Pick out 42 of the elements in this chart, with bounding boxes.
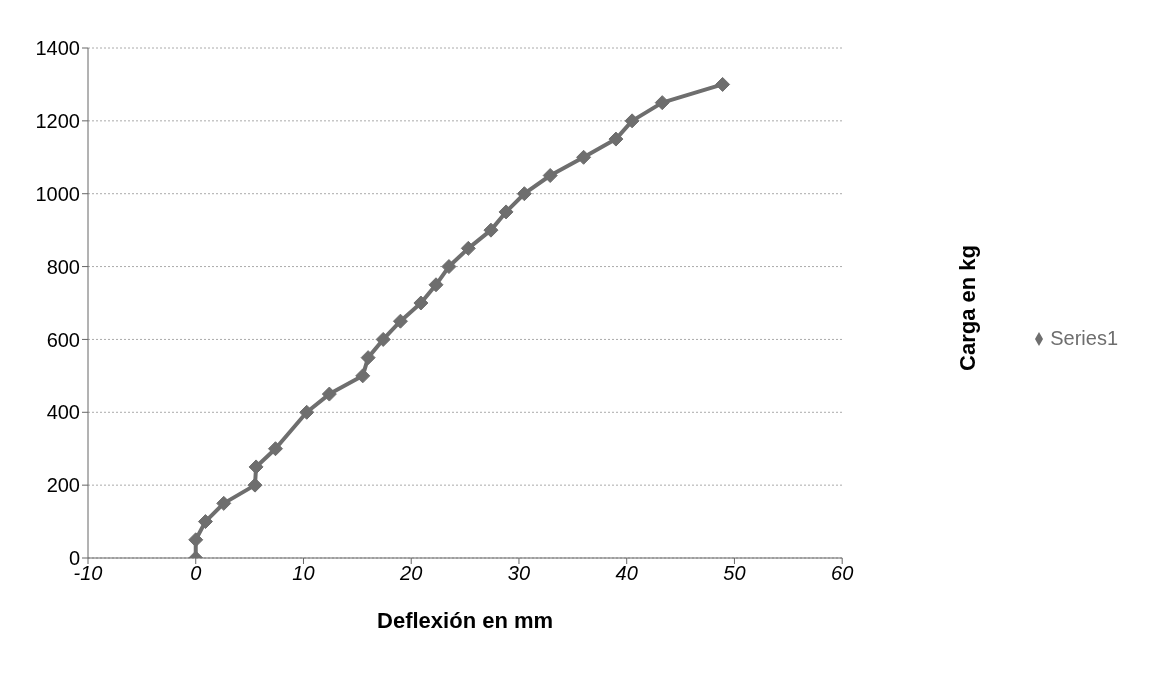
x-tick-label: 10 <box>292 562 315 585</box>
point <box>248 459 264 475</box>
point <box>441 259 457 275</box>
x-tick-label: 60 <box>831 562 854 585</box>
y-tick-label: 400 <box>46 401 80 424</box>
y-tick-label: 1000 <box>35 182 80 205</box>
y-tick-label: 600 <box>46 328 80 351</box>
x-tick-label: 20 <box>399 562 423 585</box>
point <box>267 441 283 457</box>
point <box>498 204 514 220</box>
point <box>624 113 640 129</box>
y-tick-label: 800 <box>46 255 80 278</box>
point <box>460 240 476 256</box>
point <box>299 404 315 420</box>
y-tick-label: 1400 <box>35 37 80 60</box>
point <box>197 514 213 530</box>
x-tick-label: 0 <box>190 562 202 585</box>
point <box>375 331 391 347</box>
legend-label: Series1 <box>1050 326 1118 349</box>
point <box>542 168 558 183</box>
y-tick-label: 200 <box>46 474 80 497</box>
point <box>483 222 499 238</box>
point <box>360 350 376 366</box>
point <box>576 149 592 165</box>
point <box>413 295 429 311</box>
point <box>428 277 444 293</box>
point <box>216 495 232 511</box>
y-tick-label: 1200 <box>35 109 80 132</box>
x-tick-label: 50 <box>723 562 746 585</box>
point <box>188 532 204 548</box>
y-axis-title: Carga en kg <box>955 245 981 371</box>
x-tick-label: 30 <box>507 562 531 585</box>
point <box>516 186 532 202</box>
x-axis-title: Deflexión en mm <box>377 608 554 633</box>
point <box>715 76 731 92</box>
point <box>355 368 371 384</box>
point <box>392 313 408 329</box>
point <box>247 477 263 493</box>
point <box>608 131 624 147</box>
point <box>321 386 337 402</box>
point <box>654 95 670 111</box>
x-tick-label: 40 <box>615 562 638 585</box>
